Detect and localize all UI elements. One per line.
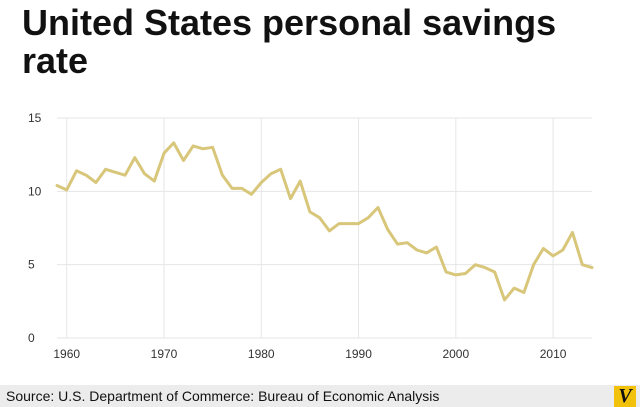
y-tick-label: 0 xyxy=(28,331,35,345)
y-axis-ticks: 0 5 10 15 xyxy=(28,111,42,345)
grid-lines xyxy=(57,117,592,339)
footer-bar: Source: U.S. Department of Commerce: Bur… xyxy=(0,385,640,407)
series-group xyxy=(55,141,594,302)
x-tick-label: 1960 xyxy=(53,347,80,361)
x-tick-label: 1990 xyxy=(345,347,372,361)
chart-title: United States personal savings rate xyxy=(22,2,557,81)
y-tick-label: 15 xyxy=(28,111,42,125)
y-tick-label: 10 xyxy=(28,184,42,198)
vox-logo-icon[interactable]: V xyxy=(614,386,636,407)
x-axis-ticks: 1960 1970 1980 1990 2000 2010 xyxy=(53,347,566,361)
y-tick-label: 5 xyxy=(28,258,35,272)
x-tick-label: 2000 xyxy=(442,347,469,361)
source-text: Source: U.S. Department of Commerce: Bur… xyxy=(6,388,440,404)
line-chart: 0 5 10 15 1960 1970 1980 1990 2000 2010 xyxy=(28,111,594,361)
series-line xyxy=(55,141,594,302)
x-tick-label: 1970 xyxy=(151,347,178,361)
x-tick-label: 2010 xyxy=(540,347,567,361)
x-tick-label: 1980 xyxy=(248,347,275,361)
